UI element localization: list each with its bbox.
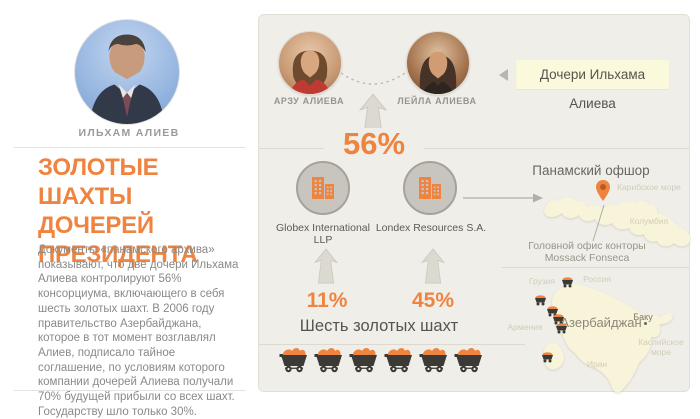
headline-line: ПРЕЗИДЕНТА [38,241,198,268]
woman-portrait-icon [419,51,457,94]
mine-location-icon [562,277,573,288]
pin-connector-line [592,204,605,242]
sea-label-line: море [650,347,672,357]
section-divider [502,267,689,268]
azerbaijan-map [543,283,673,393]
company-circle-globex [296,161,350,215]
mine-cart-icon [419,348,447,373]
left-panel: ИЛЬХАМ АЛИЕВ ЗОЛОТЫЕ ШАХТЫ ДОЧЕРЕЙ ПРЕЗИ… [0,0,258,418]
article-body: Документы «панамского архива» показывают… [38,244,239,418]
ownership-total-percent: 56% [324,128,424,160]
article-headline: ЗОЛОТЫЕ ШАХТЫ ДОЧЕРЕЙ ПРЕЗИДЕНТА [38,153,248,269]
neighbor-label: Россия [583,274,611,284]
president-portrait-icon [89,34,165,124]
company-share-percent: 45% [411,289,455,312]
building-icon [419,177,441,199]
company-name: Globex International LLP [276,222,370,246]
neighbor-label: Иран [586,359,608,369]
mine-cart-icon [279,348,307,373]
daughter-avatar-arzu [278,31,342,95]
mine-location-icon [542,352,553,363]
mine-location-icon [553,314,564,325]
mine-location-icon [556,323,567,334]
company-name: Londex Resources S.A. [375,222,487,234]
caption-line: Mossack Fonseca [544,251,630,264]
sea-label-line: Каспийское [638,337,684,347]
daughters-callout: Дочери Ильхама Алиева [516,60,669,111]
sea-label: Карибское море [617,182,681,192]
neighbor-label: Колумбия [629,216,669,226]
building-icon [312,177,334,199]
mine-cart-icon [314,348,342,373]
location-pin-icon [596,180,610,201]
daughter-name: АРЗУ АЛИЕВА [273,96,345,106]
mossack-fonseca-caption: Головной офис конторы Mossack Fonseca [517,240,657,264]
divider [14,147,246,148]
right-arrow-icon [463,193,543,203]
company-share-percent: 11% [306,289,348,312]
section-divider [259,148,689,149]
infographic-card: АРЗУ АЛИЕВА ЛЕЙЛА АЛИЕВА 56% [258,14,691,393]
caption-line: Головной офис конторы [528,240,646,252]
daughter-name: ЛЕЙЛА АЛИЕВА [397,96,477,106]
section-divider [259,344,525,345]
left-arrow-icon [499,69,508,81]
panama-map [544,197,691,247]
country-label: Азербайджан [560,315,642,330]
sea-label: Каспийское море [633,337,689,357]
company-circle-londex [403,161,457,215]
up-arrow-icon [421,248,445,284]
neighbor-label: Грузия [528,276,556,286]
capital-label: Баку [633,312,653,322]
president-avatar [74,19,180,125]
mine-cart-icon [384,348,412,373]
panama-title: Панамский офшор [532,163,650,178]
headline-line: ЗОЛОТЫЕ ШАХТЫ [38,154,159,210]
capital-dot [644,322,647,325]
daughter-avatar-leyla [406,31,470,95]
divider [14,390,246,391]
woman-portrait-icon [289,50,331,94]
mine-cart-icon [454,348,482,373]
neighbor-label: Армения [507,322,543,332]
mines-caption: Шесть золотых шахт [299,317,459,335]
dashed-connector [340,72,406,85]
up-arrow-icon [314,248,338,284]
mine-location-icon [535,295,546,306]
mine-carts-row [279,345,484,373]
president-name: ИЛЬХАМ АЛИЕВ [78,127,180,139]
mine-cart-icon [349,348,377,373]
mine-location-icon [547,306,558,317]
headline-line: ДОЧЕРЕЙ [38,212,154,239]
